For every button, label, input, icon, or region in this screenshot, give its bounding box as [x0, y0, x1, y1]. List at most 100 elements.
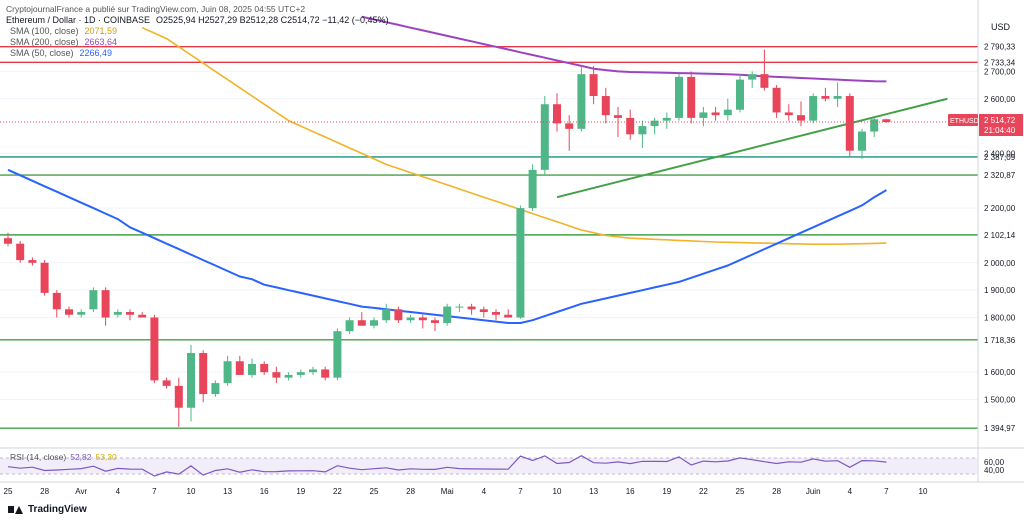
symbol-name: Ethereum / Dollar · 1D · COINBASE — [6, 15, 151, 25]
price-tick-label: 1 900,00 — [984, 286, 1016, 295]
level-label: 2 102,14 — [984, 231, 1016, 240]
price-tick-label: 2 400,00 — [984, 149, 1016, 158]
candle-body — [187, 353, 195, 408]
price-tick-label: 2 600,00 — [984, 95, 1016, 104]
time-tick-label: 16 — [626, 487, 635, 496]
time-tick-label: 19 — [296, 487, 305, 496]
candle-body — [370, 320, 378, 326]
candle-body — [65, 309, 73, 315]
candle-body — [248, 363, 256, 375]
candle-body — [675, 76, 683, 118]
countdown-tag: 21:04:40 — [984, 126, 1016, 135]
level-tag — [979, 150, 1023, 163]
candle-body — [455, 306, 464, 308]
candle-body — [382, 309, 391, 321]
tradingview-logo-icon — [8, 505, 24, 515]
time-tick-label: 25 — [370, 487, 379, 496]
legend-sma50[interactable]: SMA (50, close) 2266,49 — [6, 48, 389, 59]
candle-body — [296, 372, 305, 375]
legend-sma100[interactable]: SMA (100, close) 2071,59 — [6, 26, 389, 37]
price-tick-label: 1 500,00 — [984, 396, 1016, 405]
time-tick-label: 13 — [589, 487, 598, 496]
candle-body — [516, 208, 525, 318]
candle-body — [687, 76, 696, 118]
candle-body — [223, 361, 232, 384]
time-tick-label: 22 — [333, 487, 342, 496]
candle-body — [162, 380, 171, 386]
candle-body — [492, 312, 500, 315]
candle-body — [150, 317, 159, 381]
candle-body — [235, 361, 244, 375]
candle-body — [540, 104, 549, 170]
candle-body — [199, 353, 208, 395]
price-tick-label: 1 800,00 — [984, 313, 1016, 322]
time-tick-label: 25 — [736, 487, 745, 496]
level-label: 2 387,09 — [984, 153, 1016, 162]
time-tick-label: 19 — [662, 487, 671, 496]
candle-body — [662, 117, 671, 121]
candle-body — [321, 369, 330, 378]
tradingview-watermark[interactable]: TradingView — [8, 504, 87, 515]
level-label: 1 394,97 — [984, 424, 1016, 433]
candle-body — [309, 369, 317, 373]
candle-body — [467, 306, 476, 310]
time-axis: 25 28 Avr 4 7 10 13 16 19 22 25 28 Mai 4 7 10 13 16 19 22 25… — [0, 481, 1024, 496]
time-tick-label: Avr — [75, 487, 87, 496]
chart-legend: CryptojournalFrance a publié sur Trading… — [6, 4, 389, 59]
level-tag — [979, 56, 1023, 69]
trend-line — [556, 97, 948, 199]
time-tick-label: 4 — [848, 487, 853, 496]
price-tick-label: 1 600,00 — [984, 368, 1016, 377]
candle-body — [577, 74, 586, 129]
candle-body — [4, 238, 12, 244]
rsi-tick-label: 40,00 — [984, 466, 1005, 475]
candle-body — [845, 96, 854, 151]
legend-sma200[interactable]: SMA (200, close) 2663,64 — [6, 37, 389, 48]
time-tick-label: 25 — [4, 487, 13, 496]
sma50-line — [7, 168, 887, 324]
candle-body — [431, 320, 439, 323]
time-tick-label: 16 — [260, 487, 269, 496]
candlesticks — [4, 49, 891, 427]
publisher-line: CryptojournalFrance a publié sur Trading… — [6, 4, 306, 14]
candle-body — [16, 243, 25, 261]
level-tag — [979, 169, 1023, 182]
candle-body — [797, 115, 805, 121]
currency-label: USD — [991, 22, 1011, 32]
candle-body — [565, 123, 574, 129]
candle-body — [601, 96, 610, 116]
rsi-legend[interactable]: RSI (14, close) 52,82 53,30 — [10, 452, 117, 462]
candle-body — [699, 112, 708, 118]
price-tick-label: 2 200,00 — [984, 204, 1016, 213]
candle-body — [772, 87, 781, 113]
candle-body — [272, 372, 281, 378]
candle-body — [589, 74, 598, 97]
candle-body — [882, 119, 891, 122]
time-tick-label: 13 — [223, 487, 232, 496]
time-tick-label: 22 — [699, 487, 708, 496]
candle-body — [211, 383, 220, 395]
candle-body — [77, 312, 86, 315]
candle-body — [638, 126, 647, 135]
time-tick-label: 10 — [919, 487, 928, 496]
candle-body — [833, 96, 842, 99]
level-tag — [979, 228, 1023, 241]
level-label: 2 733,34 — [984, 58, 1016, 67]
price-axis: USD 2 700,00 2 600,00 2 400,00 2 200,00 2 000… — [0, 0, 1023, 482]
candle-body — [89, 290, 98, 310]
price-tag-bg — [979, 114, 1023, 136]
candle-body — [394, 309, 403, 321]
time-tick-label: Mai — [441, 487, 454, 496]
candle-body — [870, 119, 879, 132]
sma50-label: SMA (50, close) — [10, 48, 74, 58]
rsi-line — [7, 455, 887, 477]
time-tick-label: 7 — [152, 487, 157, 496]
chart-grid — [0, 70, 978, 401]
candle-body — [40, 262, 49, 293]
candle-body — [174, 385, 183, 408]
symbol-tag: ETHUSD — [950, 118, 979, 125]
candle-body — [614, 115, 622, 118]
candle-body — [126, 312, 134, 315]
level-label: 2 790,33 — [984, 43, 1016, 52]
